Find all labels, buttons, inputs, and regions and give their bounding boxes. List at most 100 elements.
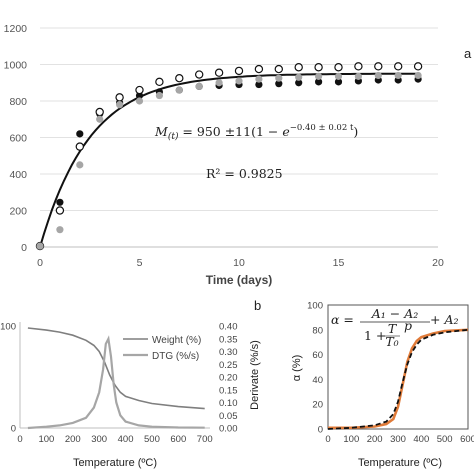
panel-a-point-series-2: [394, 62, 403, 71]
panel-a-y-tick-label: 1200: [4, 23, 28, 35]
panel-a-x-axis-label: Time (days): [206, 273, 272, 287]
panel-a-point-series-3: [414, 71, 422, 80]
panel-b-label: b: [254, 298, 261, 313]
panel-a-point-series-3: [394, 71, 402, 80]
panel-b-x-tick-label: 200: [65, 434, 81, 445]
panel-a-point-series-3: [255, 75, 263, 83]
panel-a-point-series-3: [195, 82, 203, 90]
panel-c-x-tick-labels: 0 100 200 300 400 500 600: [325, 434, 474, 445]
panel-a-point-series-2: [135, 85, 144, 95]
panel-b-right-tick-labels: 0.00 0.05 0.10 0.150.20 0.25 0.30 0.350.40: [219, 322, 238, 435]
panel-a-y-tick-label: 800: [9, 96, 27, 108]
panel-c-fit-curve: [328, 328, 469, 430]
panel-a-point-series-3: [374, 71, 382, 80]
panel-c-y-tick-label: 100: [307, 301, 323, 312]
panel-a-fit-curve: [39, 72, 419, 248]
panel-b-left-tick-labels: 0 100: [0, 322, 16, 435]
panel-a-point-series-3: [235, 77, 243, 85]
panel-a-point-series-2: [374, 62, 383, 71]
panel-a-y-tick-label: 600: [9, 133, 27, 145]
svg-text:A₁ − A₂: A₁ − A₂: [371, 306, 419, 321]
panel-a-label: a: [464, 46, 472, 61]
panel-a-fit-equation: M(t) = 950 ±11(1 − e−0.40 ± 0.02 t): [154, 123, 358, 142]
panel-b-legend: Weight (%) DTG (%/s): [123, 335, 201, 362]
panel-c-y-tick-label: 60: [312, 350, 323, 361]
panel-a-point-series-3: [76, 161, 84, 169]
panel-a-x-tick-label: 0: [37, 257, 43, 269]
panel-a-y-tick-label: 0: [21, 242, 27, 254]
panel-b-x-tick-label: 700: [197, 434, 213, 445]
panel-a-point-series-2: [155, 77, 164, 87]
panel-a-point-series-3: [116, 101, 124, 109]
panel-b-x-tick-label: 300: [91, 434, 107, 445]
panel-c-x-tick-label: 200: [367, 434, 383, 445]
svg-text:+ A₂: + A₂: [430, 312, 459, 327]
panel-a-y-tick-labels: 0 200 400 600 800 1000 1200: [4, 23, 28, 254]
panel-a-point-series-1: [315, 78, 323, 86]
panel-c-y-tick-label: 80: [312, 325, 323, 336]
panel-a-y-tick-label: 1000: [4, 60, 28, 72]
panel-a-point-series-3: [56, 226, 64, 234]
panel-a-point-series-1: [76, 130, 84, 138]
panel-a-point-series-1: [275, 80, 283, 88]
panel-a-point-series-2: [194, 70, 204, 79]
panel-b-x-tick-labels: 0 100 200 300 400 500 600 700: [17, 434, 212, 445]
panel-b-right-tick-label: 0.35: [219, 334, 238, 345]
panel-c-x-tick-label: 400: [413, 434, 429, 445]
panel-b-x-axis-label: Temperature (ºC): [73, 457, 157, 469]
panel-a-point-series-3: [354, 72, 362, 80]
panel-c-x-tick-label: 100: [343, 434, 359, 445]
panel-a-r-squared: R² = 0.9825: [206, 166, 283, 181]
panel-b-right-tick-label: 0.40: [219, 322, 238, 333]
svg-text:T₀: T₀: [385, 334, 398, 349]
panel-a-x-tick-label: 20: [432, 257, 444, 269]
panel-a-point-series-3: [215, 79, 223, 87]
panel-a-x-tick-label: 10: [233, 257, 245, 269]
panel-b-x-tick-label: 400: [118, 434, 134, 445]
panel-b-legend-weight: Weight (%): [152, 335, 201, 346]
panel-a-point-series-2: [274, 64, 283, 74]
panel-a-point-series-3: [334, 72, 343, 80]
panel-c-x-tick-label: 0: [325, 434, 330, 445]
panel-a-y-tick-label: 400: [9, 169, 27, 181]
panel-a-x-tick-label: 15: [333, 257, 345, 269]
panel-a-point-series-1: [295, 79, 303, 87]
panel-a-point-series-3: [135, 97, 144, 105]
panel-a-point-series-3: [96, 115, 104, 123]
panel-c-y-tick-labels: 0 20 40 60 80 100: [307, 301, 323, 436]
panel-a-x-tick-label: 5: [137, 257, 143, 269]
panel-a-point-series-3: [36, 242, 44, 250]
panel-b-x-tick-label: 100: [38, 434, 54, 445]
panel-b-x-tick-label: 500: [144, 434, 160, 445]
panel-c-data-curve: [327, 328, 469, 430]
panel-a-point-series-3: [275, 74, 283, 82]
panel-a-point-series-3: [175, 86, 183, 94]
panel-c-x-tick-label: 600: [460, 434, 474, 445]
panel-b-x-tick-label: 0: [17, 434, 22, 445]
panel-b-right-tick-label: 0.10: [219, 398, 238, 409]
panel-a-point-series-1: [56, 198, 64, 206]
panel-b-right-tick-label: 0.30: [219, 347, 238, 358]
panel-a-point-series-3: [295, 73, 303, 81]
panel-b-legend-dtg: DTG (%/s): [152, 351, 199, 362]
panel-b-left-tick-label: 0: [11, 424, 16, 435]
panel-a-data-points: [35, 62, 423, 251]
panel-a-point-series-2: [254, 64, 264, 74]
panel-a-point-series-3: [315, 72, 323, 80]
panel-b-right-axis-label: Derivate (%/s): [249, 340, 261, 410]
panel-a-point-series-2: [354, 62, 363, 71]
panel-a-point-series-2: [334, 63, 343, 72]
panel-c-x-tick-label: 300: [390, 434, 406, 445]
panel-a-chart: 0 200 400 600 800 1000 1200 0 5 10 15 20 Time (day…: [4, 23, 472, 287]
panel-b-x-tick-label: 600: [170, 434, 186, 445]
panel-c-chart: 0 100 200 300 400 500 600 0 20 40 60 80 100 α = A₁ …: [291, 301, 474, 470]
panel-b-weight-line: [27, 327, 205, 410]
svg-text:α =: α =: [331, 312, 354, 327]
panel-b-left-tick-label: 100: [0, 322, 16, 333]
panel-c-y-axis-label: α (%): [291, 355, 303, 382]
panel-c-y-tick-label: 40: [312, 375, 323, 386]
panel-b-right-tick-label: 0.25: [219, 360, 238, 371]
panel-a-point-series-3: [155, 91, 163, 100]
svg-text:p: p: [404, 318, 412, 333]
panel-a-point-series-2: [234, 66, 244, 76]
